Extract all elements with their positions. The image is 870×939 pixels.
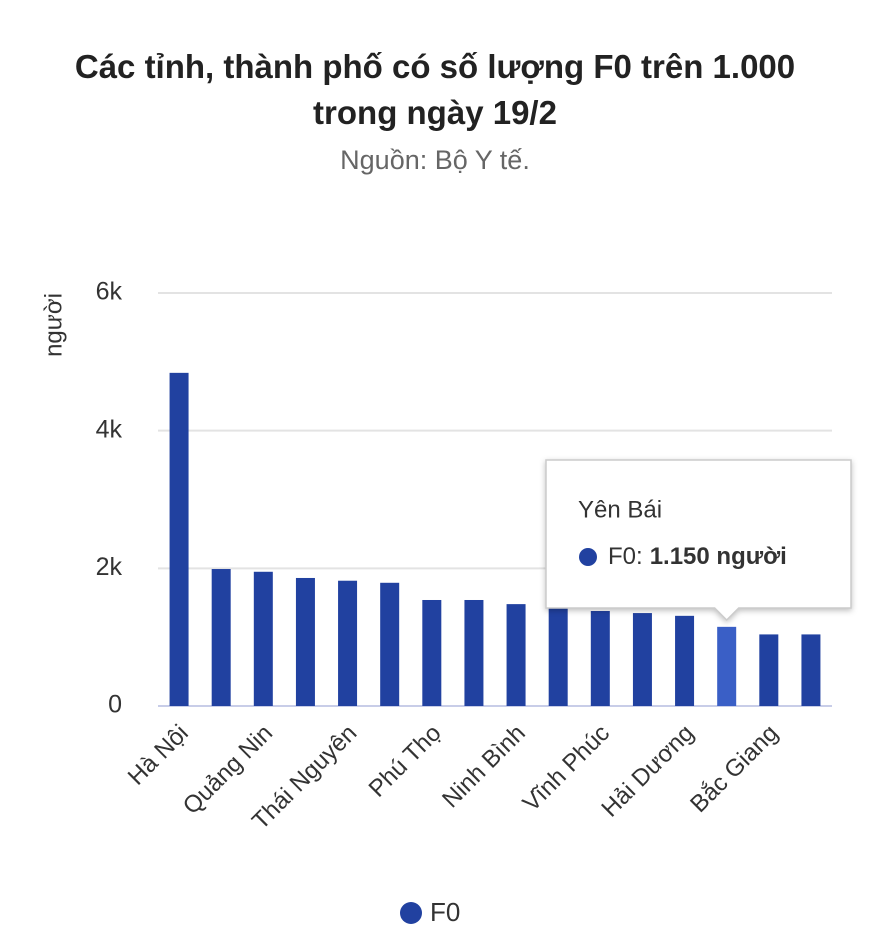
legend-label: F0 — [430, 897, 460, 927]
legend-marker — [400, 902, 422, 924]
bar — [211, 569, 231, 706]
tooltip-value: 1.150 người — [650, 543, 787, 570]
bar — [675, 615, 695, 706]
tooltip-title: Yên Bái — [578, 496, 662, 523]
bar — [422, 599, 442, 706]
tooltip-label: F0: — [608, 543, 643, 570]
tooltip-box — [545, 459, 852, 622]
y-axis-label: người — [40, 293, 67, 357]
bar — [759, 634, 779, 706]
chart-subtitle: Nguồn: Bộ Y tế. — [340, 145, 530, 175]
x-tick-label: Hải Dương — [596, 720, 699, 823]
bar — [590, 611, 610, 706]
y-tick-label: 2k — [96, 553, 123, 581]
bar — [464, 599, 484, 706]
bar — [338, 580, 358, 706]
tooltip-marker — [579, 548, 597, 566]
bar — [548, 608, 568, 706]
bar — [632, 613, 652, 706]
bar — [295, 577, 315, 706]
y-tick-label: 6k — [96, 278, 123, 306]
bar — [380, 582, 400, 706]
bar — [506, 604, 526, 706]
y-tick-label: 0 — [108, 691, 122, 719]
x-tick-label: Ninh Bình — [437, 720, 531, 814]
bar — [169, 372, 189, 706]
x-tick-label: Hà Nội — [123, 720, 194, 791]
y-tick-label: 4k — [96, 415, 123, 443]
bar — [253, 571, 273, 706]
tooltip: Yên Bái F0: 1.150 người — [545, 459, 852, 622]
bar — [801, 634, 821, 706]
tooltip-text: F0: 1.150 người — [608, 543, 787, 570]
x-tick-label: Phú Thọ — [364, 720, 447, 803]
chart-title: Các tỉnh, thành phố có số lượng F0 trên … — [74, 48, 796, 131]
bar — [717, 626, 737, 706]
x-tick-label: Bắc Giang — [685, 720, 783, 818]
